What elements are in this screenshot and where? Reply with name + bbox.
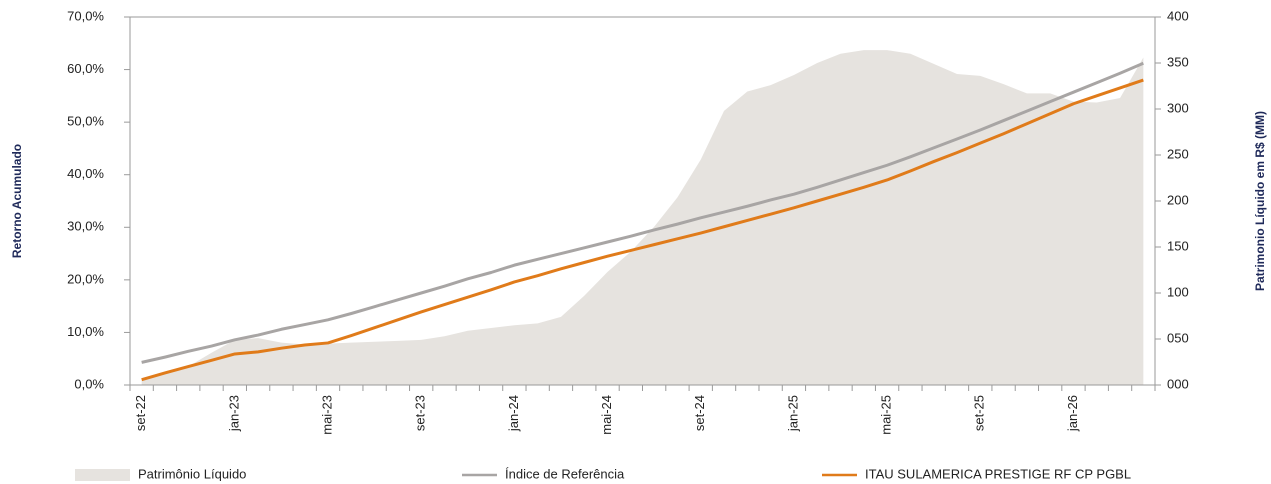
y-tick-label: 70,0% xyxy=(67,8,104,23)
y2-tick-label: 000 xyxy=(1167,376,1189,391)
line xyxy=(141,61,1144,364)
y2-tick-label: 200 xyxy=(1167,192,1189,207)
x-tick-label: mai-24 xyxy=(599,395,614,435)
y2-tick-label: 100 xyxy=(1167,284,1189,299)
x-tick-label: jan-25 xyxy=(785,395,800,432)
legend-label: Patrimônio Líquido xyxy=(138,466,246,481)
x-tick-label: set-24 xyxy=(692,395,707,431)
y-tick-label: 60,0% xyxy=(67,61,104,76)
y-tick-label: 0,0% xyxy=(74,376,104,391)
x-tick-label: jan-26 xyxy=(1065,395,1080,432)
area xyxy=(141,50,1144,386)
y2-axis-title: Patrimonio Líquido em R$ (MM) xyxy=(1253,111,1267,291)
x-tick-label: mai-23 xyxy=(319,395,334,435)
x-tick-label: set-25 xyxy=(972,395,987,431)
y-tick-label: 10,0% xyxy=(67,324,104,339)
y2-tick-label: 150 xyxy=(1167,238,1189,253)
y2-tick-label: 400 xyxy=(1167,8,1189,23)
y2-tick-label: 300 xyxy=(1167,100,1189,115)
y2-tick-label: 250 xyxy=(1167,146,1189,161)
y-tick-label: 40,0% xyxy=(67,166,104,181)
y2-tick-label: 350 xyxy=(1167,54,1189,69)
y2-tick-label: 050 xyxy=(1167,330,1189,345)
legend-label: ITAU SULAMERICA PRESTIGE RF CP PGBL xyxy=(865,466,1131,481)
line xyxy=(141,78,1144,382)
x-tick-label: mai-25 xyxy=(879,395,894,435)
y-axis-title: Retorno Acumulado xyxy=(10,144,24,258)
x-tick-label: jan-24 xyxy=(506,395,521,432)
legend-swatch xyxy=(75,469,130,481)
y-tick-label: 50,0% xyxy=(67,114,104,129)
x-tick-label: jan-23 xyxy=(226,395,241,432)
x-tick-label: set-23 xyxy=(413,395,428,431)
x-tick-label: set-22 xyxy=(133,395,148,431)
legend-label: Índice de Referência xyxy=(505,466,625,481)
y-tick-label: 20,0% xyxy=(67,271,104,286)
y-tick-label: 30,0% xyxy=(67,219,104,234)
